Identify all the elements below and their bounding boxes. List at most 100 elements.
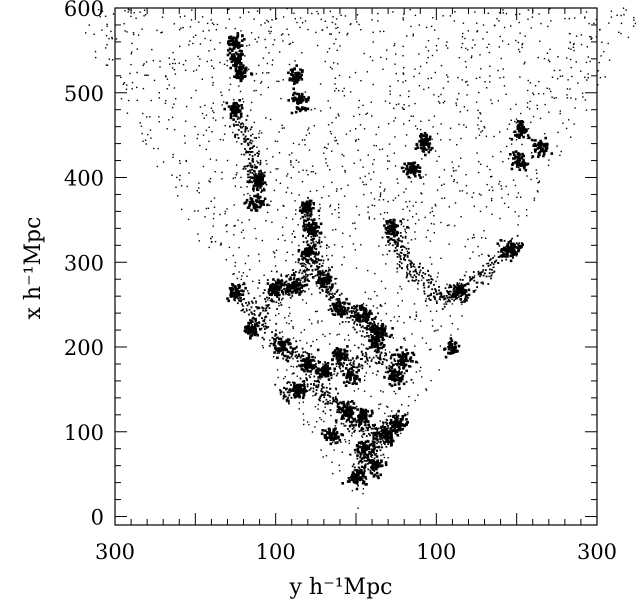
galaxy-point [455, 289, 458, 293]
galaxy-point [301, 262, 304, 265]
galaxy-point [293, 82, 296, 85]
galaxy-point [299, 377, 302, 380]
galaxy-point [284, 376, 286, 378]
galaxy-point [351, 417, 354, 420]
galaxy-point [195, 34, 197, 36]
galaxy-point [292, 372, 295, 375]
galaxy-point [226, 224, 228, 226]
galaxy-point [306, 383, 309, 386]
galaxy-point [303, 275, 306, 278]
galaxy-point [573, 123, 575, 125]
galaxy-point [111, 38, 113, 40]
galaxy-point [276, 140, 279, 143]
galaxy-point [291, 152, 293, 154]
galaxy-point [237, 53, 240, 56]
galaxy-point [526, 134, 530, 137]
galaxy-point [291, 352, 294, 355]
galaxy-point [397, 242, 399, 245]
galaxy-point [352, 362, 355, 364]
galaxy-point [307, 222, 311, 226]
galaxy-point [374, 441, 376, 444]
galaxy-point [507, 247, 511, 250]
galaxy-point [325, 390, 328, 393]
galaxy-point [354, 344, 356, 346]
galaxy-point [229, 66, 232, 70]
galaxy-point [205, 207, 208, 210]
galaxy-point [446, 41, 448, 43]
galaxy-point [367, 429, 369, 432]
galaxy-point [505, 258, 508, 261]
galaxy-point [177, 195, 179, 197]
galaxy-point [278, 297, 280, 300]
galaxy-point [483, 125, 485, 128]
galaxy-point [306, 214, 308, 217]
galaxy-point [311, 165, 314, 167]
galaxy-point [298, 171, 300, 173]
galaxy-point [434, 150, 437, 152]
galaxy-point [448, 293, 450, 296]
galaxy-point [418, 166, 422, 169]
galaxy-point [363, 355, 366, 357]
galaxy-point [518, 166, 520, 169]
galaxy-point [325, 269, 327, 272]
galaxy-point [281, 346, 284, 348]
galaxy-point [243, 298, 245, 300]
galaxy-point [448, 284, 451, 286]
galaxy-point [252, 145, 254, 148]
galaxy-point [126, 84, 128, 86]
galaxy-point [263, 338, 265, 341]
galaxy-point [248, 204, 251, 208]
galaxy-point [328, 285, 331, 288]
galaxy-point [438, 298, 441, 300]
galaxy-point [348, 430, 351, 433]
galaxy-point [297, 73, 301, 76]
galaxy-point [255, 137, 258, 139]
galaxy-point [412, 170, 416, 174]
galaxy-point [406, 226, 409, 229]
galaxy-point [295, 365, 298, 368]
galaxy-point [325, 295, 328, 297]
galaxy-point [374, 434, 376, 436]
galaxy-point [519, 162, 523, 166]
galaxy-point [158, 97, 160, 99]
galaxy-point [386, 335, 388, 337]
galaxy-point [479, 54, 481, 56]
galaxy-point [247, 170, 249, 173]
galaxy-point [410, 264, 412, 266]
galaxy-point [387, 427, 389, 430]
galaxy-point [368, 336, 370, 339]
galaxy-point [398, 315, 400, 318]
galaxy-point [507, 193, 509, 196]
galaxy-point [412, 270, 415, 273]
galaxy-point [456, 181, 458, 184]
galaxy-point [185, 105, 188, 108]
galaxy-point [239, 57, 242, 60]
galaxy-point [533, 139, 535, 142]
galaxy-point [300, 252, 304, 256]
galaxy-point [250, 208, 253, 212]
galaxy-point [422, 142, 426, 146]
galaxy-point [274, 383, 277, 386]
galaxy-point [375, 427, 378, 429]
galaxy-point [544, 103, 546, 106]
galaxy-point [278, 131, 280, 133]
galaxy-point [396, 364, 398, 367]
galaxy-point [386, 49, 388, 51]
galaxy-point [228, 47, 232, 51]
galaxy-point [524, 128, 527, 131]
galaxy-point [141, 132, 143, 135]
galaxy-point [518, 136, 521, 139]
galaxy-point [409, 9, 411, 11]
galaxy-point [474, 44, 476, 46]
galaxy-point [427, 229, 429, 232]
galaxy-point [233, 234, 235, 236]
galaxy-point [253, 206, 256, 209]
galaxy-point [324, 361, 326, 363]
galaxy-point [574, 107, 576, 109]
galaxy-point [518, 168, 522, 171]
galaxy-point [335, 363, 338, 365]
galaxy-point [156, 165, 159, 168]
galaxy-point [425, 136, 428, 139]
galaxy-point [261, 200, 264, 203]
galaxy-point [376, 429, 379, 432]
